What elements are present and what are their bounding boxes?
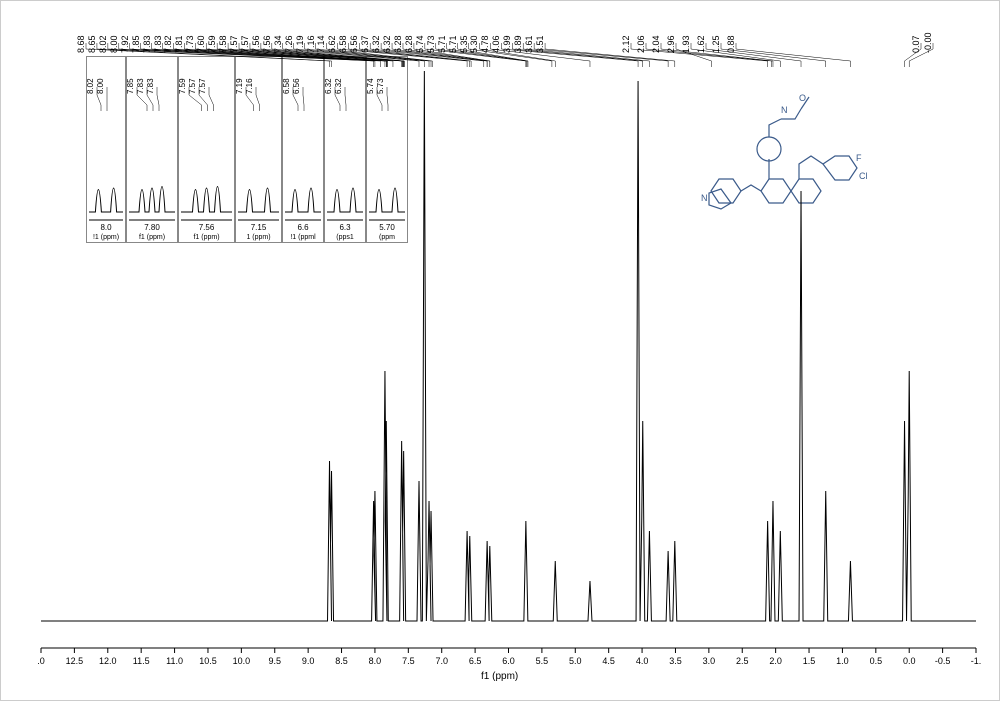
svg-text:6.0: 6.0 [502,656,515,666]
svg-text:9.5: 9.5 [268,656,281,666]
svg-text:8.5: 8.5 [335,656,348,666]
svg-text:10.0: 10.0 [233,656,251,666]
svg-text:.0: .0 [37,656,45,666]
svg-text:1.5: 1.5 [803,656,816,666]
svg-text:0.0: 0.0 [903,656,916,666]
main-spectrum: .0 12.5 12.0 11.5 11.0 10.5 10.0 9.5 9.0 8.5 8.0 7.… [1,1,1000,702]
svg-text:2.0: 2.0 [769,656,782,666]
nmr-spectrum-container: 8.688.658.028.007.927.857.837.837.827.81… [0,0,1000,701]
svg-text:-0.5: -0.5 [935,656,951,666]
svg-text:3.0: 3.0 [703,656,716,666]
svg-text:12.0: 12.0 [99,656,117,666]
svg-text:6.5: 6.5 [469,656,482,666]
svg-text:5.0: 5.0 [569,656,582,666]
svg-text:7.0: 7.0 [435,656,448,666]
svg-text:11.5: 11.5 [133,656,150,666]
svg-text:10.5: 10.5 [199,656,217,666]
svg-text:5.5: 5.5 [536,656,549,666]
svg-text:9.0: 9.0 [302,656,315,666]
svg-text:3.5: 3.5 [669,656,682,666]
svg-text:4.0: 4.0 [636,656,649,666]
svg-text:2.5: 2.5 [736,656,749,666]
svg-text:8.0: 8.0 [369,656,382,666]
svg-text:0.5: 0.5 [870,656,883,666]
svg-text:12.5: 12.5 [66,656,84,666]
svg-text:1.0: 1.0 [836,656,849,666]
svg-text:7.5: 7.5 [402,656,415,666]
svg-text:-1.: -1. [971,656,982,666]
svg-text:4.5: 4.5 [602,656,615,666]
svg-text:11.0: 11.0 [166,656,183,666]
x-axis-label: f1 (ppm) [481,671,518,682]
